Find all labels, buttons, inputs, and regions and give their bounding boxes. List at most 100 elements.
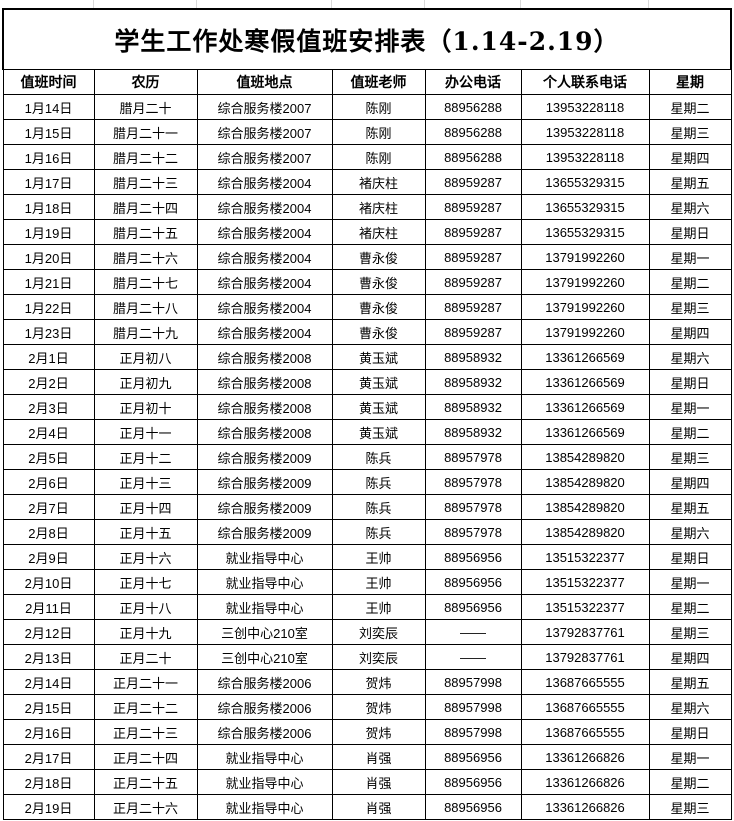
cell-office-phone: 88957978 <box>424 444 522 470</box>
cell-office-phone: 88956956 <box>424 744 522 770</box>
cell-office-phone: 88956956 <box>424 544 522 570</box>
cell-location: 综合服务楼2009 <box>196 519 333 545</box>
cell-teacher: 肖强 <box>331 744 426 770</box>
column-header-date: 值班时间 <box>2 69 95 95</box>
cell-lunar-date: 正月初八 <box>93 344 198 370</box>
cell-teacher: 贺炜 <box>331 694 426 720</box>
cell-location: 综合服务楼2008 <box>196 369 333 395</box>
cell-lunar-date: 正月二十二 <box>93 694 198 720</box>
table-row: 2月3日 正月初十 综合服务楼2008 黄玉斌 88958932 13361266569 星… <box>2 394 732 420</box>
cell-location: 综合服务楼2004 <box>196 244 333 270</box>
cell-lunar-date: 正月十三 <box>93 469 198 495</box>
cell-teacher: 曹永俊 <box>331 244 426 270</box>
cell-lunar-date: 腊月二十 <box>93 94 198 120</box>
column-header-teacher: 值班老师 <box>331 69 426 95</box>
cell-teacher: 陈刚 <box>331 144 426 170</box>
cell-office-phone: 88959287 <box>424 319 522 345</box>
table-row: 2月12日 正月十九 三创中心210室 刘奕辰 —— 13792837761 星期三 <box>2 619 732 645</box>
cell-mobile-phone: 13361266826 <box>520 794 650 820</box>
cell-date: 2月18日 <box>2 769 95 795</box>
cell-weekday: 星期二 <box>648 269 732 295</box>
cell-date: 2月16日 <box>2 719 95 745</box>
cell-office-phone: 88958932 <box>424 369 522 395</box>
cell-lunar-date: 正月二十一 <box>93 669 198 695</box>
cell-weekday: 星期三 <box>648 444 732 470</box>
table-row: 2月18日 正月二十五 就业指导中心 肖强 88956956 13361266826 星期二 <box>2 769 732 795</box>
cell-office-phone: 88959287 <box>424 219 522 245</box>
column-header-office-phone: 办公电话 <box>424 69 522 95</box>
cell-teacher: 陈兵 <box>331 519 426 545</box>
cell-date: 2月15日 <box>2 694 95 720</box>
cell-location: 综合服务楼2008 <box>196 419 333 445</box>
cell-mobile-phone: 13361266826 <box>520 744 650 770</box>
cell-lunar-date: 腊月二十五 <box>93 219 198 245</box>
cell-location: 就业指导中心 <box>196 594 333 620</box>
cell-date: 2月13日 <box>2 644 95 670</box>
cell-lunar-date: 正月二十五 <box>93 769 198 795</box>
cell-location: 综合服务楼2004 <box>196 269 333 295</box>
cell-weekday: 星期四 <box>648 319 732 345</box>
cell-teacher: 陈刚 <box>331 94 426 120</box>
table-row: 2月8日 正月十五 综合服务楼2009 陈兵 88957978 13854289820 星期… <box>2 519 732 545</box>
cell-office-phone: 88959287 <box>424 269 522 295</box>
cell-mobile-phone: 13791992260 <box>520 244 650 270</box>
cell-lunar-date: 正月初十 <box>93 394 198 420</box>
table-row: 2月14日 正月二十一 综合服务楼2006 贺炜 88957998 13687665555… <box>2 669 732 695</box>
cell-office-phone: 88956956 <box>424 769 522 795</box>
cell-office-phone: —— <box>424 619 522 645</box>
cell-lunar-date: 腊月二十七 <box>93 269 198 295</box>
cell-lunar-date: 腊月二十八 <box>93 294 198 320</box>
cell-office-phone: 88956288 <box>424 94 522 120</box>
cell-lunar-date: 腊月二十二 <box>93 144 198 170</box>
cell-location: 就业指导中心 <box>196 769 333 795</box>
cell-lunar-date: 正月十四 <box>93 494 198 520</box>
cell-location: 综合服务楼2007 <box>196 94 333 120</box>
cell-location: 三创中心210室 <box>196 644 333 670</box>
cell-mobile-phone: 13361266826 <box>520 769 650 795</box>
cell-office-phone: 88956288 <box>424 119 522 145</box>
cell-location: 综合服务楼2006 <box>196 694 333 720</box>
cell-office-phone: —— <box>424 644 522 670</box>
table-row: 2月7日 正月十四 综合服务楼2009 陈兵 88957978 13854289820 星期… <box>2 494 732 520</box>
table-row: 2月6日 正月十三 综合服务楼2009 陈兵 88957978 13854289820 星期… <box>2 469 732 495</box>
cell-weekday: 星期二 <box>648 769 732 795</box>
cell-teacher: 褚庆柱 <box>331 219 426 245</box>
cell-mobile-phone: 13361266569 <box>520 419 650 445</box>
cell-weekday: 星期五 <box>648 669 732 695</box>
cell-date: 2月5日 <box>2 444 95 470</box>
title-row: 学生工作处寒假值班安排表（1.14-2.19） <box>2 8 732 70</box>
cell-lunar-date: 腊月二十九 <box>93 319 198 345</box>
cell-location: 三创中心210室 <box>196 619 333 645</box>
cell-teacher: 黄玉斌 <box>331 419 426 445</box>
cell-lunar-date: 正月十八 <box>93 594 198 620</box>
cell-lunar-date: 正月二十 <box>93 644 198 670</box>
table-row: 1月18日 腊月二十四 综合服务楼2004 褚庆柱 88959287 1365532931… <box>2 194 732 220</box>
table-row: 1月14日 腊月二十 综合服务楼2007 陈刚 88956288 13953228118 星… <box>2 94 732 120</box>
cell-location: 综合服务楼2004 <box>196 194 333 220</box>
cell-teacher: 曹永俊 <box>331 269 426 295</box>
cell-date: 2月14日 <box>2 669 95 695</box>
cell-location: 综合服务楼2004 <box>196 294 333 320</box>
column-header-lunar-date: 农历 <box>93 69 198 95</box>
cell-date: 1月18日 <box>2 194 95 220</box>
column-header-weekday: 星期 <box>648 69 732 95</box>
cell-office-phone: 88957998 <box>424 669 522 695</box>
cell-office-phone: 88959287 <box>424 169 522 195</box>
table-row: 2月15日 正月二十二 综合服务楼2006 贺炜 88957998 13687665555… <box>2 694 732 720</box>
cell-office-phone: 88957978 <box>424 469 522 495</box>
cell-date: 2月19日 <box>2 794 95 820</box>
cell-weekday: 星期四 <box>648 469 732 495</box>
cell-date: 2月8日 <box>2 519 95 545</box>
cell-mobile-phone: 13361266569 <box>520 394 650 420</box>
cell-teacher: 陈兵 <box>331 469 426 495</box>
cell-date: 2月7日 <box>2 494 95 520</box>
cell-lunar-date: 腊月二十三 <box>93 169 198 195</box>
cell-weekday: 星期日 <box>648 544 732 570</box>
cell-weekday: 星期三 <box>648 294 732 320</box>
cell-teacher: 曹永俊 <box>331 319 426 345</box>
cell-office-phone: 88957998 <box>424 719 522 745</box>
cell-teacher: 陈兵 <box>331 494 426 520</box>
cell-teacher: 贺炜 <box>331 719 426 745</box>
table-row: 2月19日 正月二十六 就业指导中心 肖强 88956956 13361266826 星期三 <box>2 794 732 820</box>
cell-office-phone: 88956956 <box>424 569 522 595</box>
